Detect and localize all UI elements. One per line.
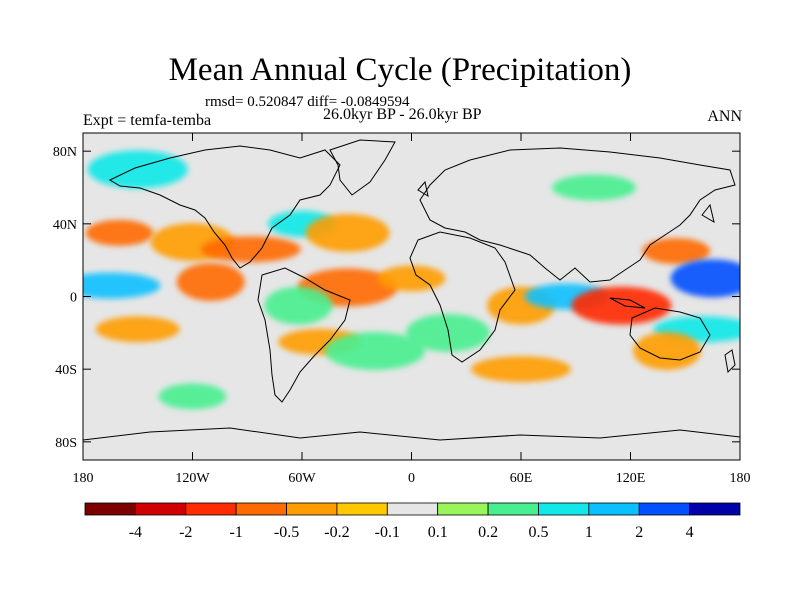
coast-eurasia [419,147,736,283]
colorbar-swatch [588,502,640,516]
x-tick-label: 180 [730,471,751,486]
y-tick-label: 40S [55,363,77,378]
coast-australia [629,307,711,361]
colorbar-swatch [336,502,388,516]
anomaly-region [158,383,227,410]
anomaly-layer [83,150,740,410]
anomaly-region [95,316,180,343]
y-tick-label: 40N [53,218,77,233]
plot-title: Mean Annual Cycle (Precipitation) [168,52,632,88]
colorbar-swatch [286,502,338,516]
x-tick-label: 180 [73,471,94,486]
colorbar-label: 4 [686,524,694,541]
period-line: 26.0kyr BP - 26.0kyr BP [323,106,482,123]
anomaly-region [83,272,161,299]
colorbar-swatch [84,502,136,516]
x-tick-label: 60E [510,471,533,486]
anomaly-region [670,259,740,298]
y-axis: 80N 40N 0 40S 80S [53,145,740,451]
anomaly-region [85,219,154,246]
colorbar-label: -2 [179,524,192,541]
colorbar-label: 1 [585,524,593,541]
colorbar-label: -0.5 [274,524,299,541]
anomaly-region [305,213,390,252]
season-label: ANN [707,108,742,125]
anomaly-region [176,262,245,301]
stats-line: rmsd= 0.520847 diff= -0.0849594 [205,94,410,110]
anomaly-region [377,265,446,292]
anomaly-region [325,332,425,370]
coast-islands [417,180,736,374]
colorbar-label: -0.1 [375,524,400,541]
x-tick-label: 60W [288,471,316,486]
colorbar-label: -4 [129,524,142,541]
anomaly-region [642,238,711,265]
anomaly-region [200,236,301,263]
x-tick-label: 0 [408,471,415,486]
y-tick-label: 80S [55,436,77,451]
anomaly-region [571,286,672,325]
colorbar-label: -0.2 [324,524,349,541]
anomaly-region [471,356,571,383]
colorbar-swatch [134,502,187,516]
colorbar-swatch [538,502,590,516]
anomaly-region [552,174,636,201]
colorbar-swatch [386,502,439,516]
x-tick-label: 120W [175,471,210,486]
colorbar-label: 0.1 [428,524,448,541]
x-axis: 180 120W 60W 0 60E 120E 180 [73,133,751,486]
coast-africa [409,231,516,363]
y-tick-label: 80N [53,145,77,160]
coastlines [83,139,740,441]
coast-north-america [108,145,341,269]
coast-south-america [257,267,351,403]
colorbar-label: -1 [229,524,242,541]
coast-antarctica [83,427,740,441]
colorbar-label: 0.5 [528,524,548,541]
anomaly-region [264,286,333,325]
anomaly-region [633,332,701,370]
experiment-label: Expt = temfa-temba [83,112,212,129]
y-tick-label: 0 [70,291,77,306]
colorbar-swatch [235,502,287,516]
coast-greenland [329,139,396,196]
colorbar-label: 2 [635,524,643,541]
colorbar-swatch [437,502,489,516]
colorbar-swatch [487,502,539,516]
x-tick-label: 120E [616,471,646,486]
colorbar-swatch [185,502,237,516]
colorbar-label: 0.2 [478,524,498,541]
colorbar: -4 -2 -1 -0.5 -0.2 -0.1 0.1 0.2 0.5 1 2 4 [84,502,741,541]
colorbar-swatch [689,502,741,516]
colorbar-swatch [638,502,691,516]
anomaly-region [87,150,188,189]
